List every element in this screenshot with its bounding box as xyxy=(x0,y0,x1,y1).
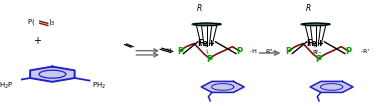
Text: P: P xyxy=(315,55,321,64)
Text: H·: H· xyxy=(166,48,173,53)
Text: P: P xyxy=(236,47,243,56)
Text: $\mathsf{P(}$: $\mathsf{P(}$ xyxy=(27,17,36,27)
Polygon shape xyxy=(310,81,353,92)
Polygon shape xyxy=(30,67,74,82)
Text: P: P xyxy=(286,47,292,56)
Text: +: + xyxy=(33,36,41,46)
Text: P: P xyxy=(345,47,352,56)
Polygon shape xyxy=(201,81,244,92)
Text: $\mathsf{PH_2}$: $\mathsf{PH_2}$ xyxy=(91,81,106,91)
Text: –R': –R' xyxy=(361,49,370,54)
Ellipse shape xyxy=(192,23,221,26)
Text: Fe+: Fe+ xyxy=(307,40,325,48)
Text: Fe+: Fe+ xyxy=(198,40,215,48)
Text: –H: –H xyxy=(250,49,258,54)
Text: $\mathsf{H_2P}$: $\mathsf{H_2P}$ xyxy=(0,81,13,91)
Ellipse shape xyxy=(301,23,330,26)
Text: R: R xyxy=(306,4,311,13)
Text: R'–: R'– xyxy=(312,50,321,55)
Text: R: R xyxy=(197,4,202,13)
Text: R"–: R"– xyxy=(266,49,276,54)
Text: P: P xyxy=(177,47,183,56)
Text: $\mathsf{)_3}$: $\mathsf{)_3}$ xyxy=(48,17,56,27)
Text: P: P xyxy=(206,55,212,64)
